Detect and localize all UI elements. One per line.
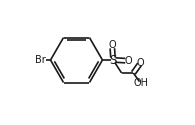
- Text: OH: OH: [134, 78, 149, 88]
- Text: S: S: [109, 54, 117, 66]
- Text: O: O: [125, 56, 132, 66]
- Text: Br: Br: [35, 55, 46, 65]
- Text: O: O: [109, 40, 116, 50]
- Text: O: O: [137, 58, 144, 68]
